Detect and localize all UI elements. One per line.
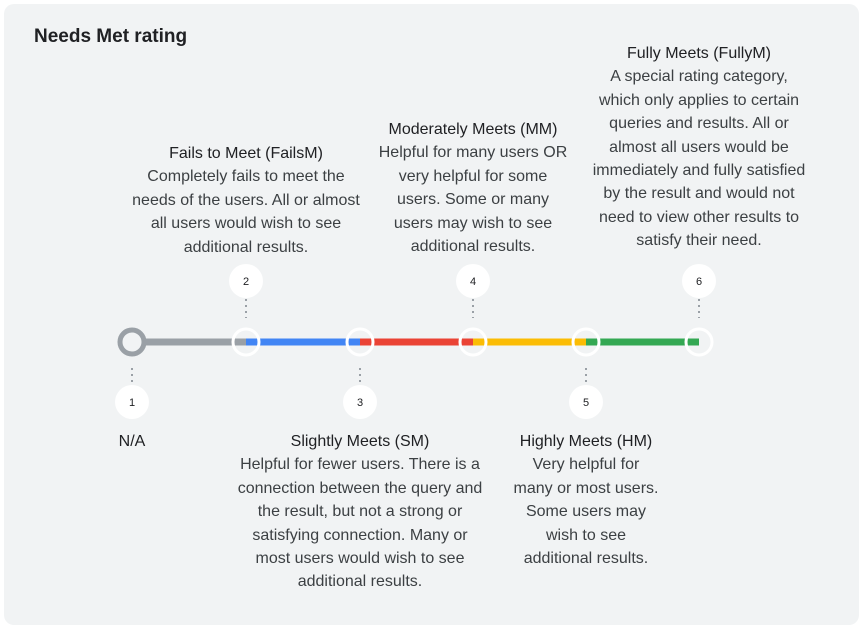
scale-node-3 bbox=[345, 327, 375, 357]
rating-3-block: Slightly Meets (SM) Helpful for fewer us… bbox=[237, 430, 483, 594]
transition-cap bbox=[588, 338, 598, 346]
number-label: 3 bbox=[357, 397, 363, 409]
rating-5-description: Very helpful for many or most users. Som… bbox=[513, 456, 659, 568]
number-label: 2 bbox=[243, 276, 249, 288]
rating-6-name: Fully Meets (FullyM) bbox=[626, 45, 771, 62]
number-badge-1: 1 bbox=[115, 385, 149, 419]
number-badge-4: 4 bbox=[456, 264, 490, 298]
scale-node-5 bbox=[571, 327, 601, 357]
number-label: 1 bbox=[129, 397, 135, 409]
scale-start-node bbox=[117, 327, 147, 357]
transition-cap bbox=[234, 338, 244, 346]
rating-5-block: Highly Meets (HM) Very helpful for many … bbox=[511, 430, 661, 570]
scale-node-6 bbox=[684, 327, 714, 357]
transition-cap bbox=[574, 338, 584, 346]
rating-3-name: Slightly Meets (SM) bbox=[290, 433, 430, 450]
rating-2-name: Fails to Meet (FailsM) bbox=[169, 145, 323, 162]
rating-2-description: Completely fails to meet the needs of th… bbox=[132, 168, 360, 256]
transition-cap bbox=[475, 338, 485, 346]
number-badge-3: 3 bbox=[343, 385, 377, 419]
transition-cap bbox=[248, 338, 258, 346]
rating-3-description: Helpful for fewer users. There is a conn… bbox=[237, 456, 483, 591]
number-badge-2: 2 bbox=[229, 264, 263, 298]
scale-node-4 bbox=[458, 327, 488, 357]
rating-4-description: Helpful for many users OR very helpful f… bbox=[378, 144, 568, 256]
transition-cap bbox=[461, 338, 471, 346]
number-label: 5 bbox=[583, 397, 589, 409]
transition-cap bbox=[362, 338, 372, 346]
rating-2-block: Fails to Meet (FailsM) Completely fails … bbox=[131, 142, 361, 259]
needs-met-card bbox=[4, 4, 859, 625]
rating-4-block: Moderately Meets (MM) Helpful for many u… bbox=[377, 118, 569, 258]
diagram-title: Needs Met rating bbox=[34, 26, 188, 47]
rating-6-block: Fully Meets (FullyM) A special rating ca… bbox=[588, 42, 810, 253]
scale-node-2 bbox=[231, 327, 261, 357]
rating-5-name: Highly Meets (HM) bbox=[519, 433, 653, 450]
rating-1-block: N/A bbox=[102, 430, 162, 453]
transition-cap bbox=[687, 338, 697, 346]
number-label: 4 bbox=[470, 276, 476, 288]
number-badge-6: 6 bbox=[682, 264, 716, 298]
transition-cap bbox=[348, 338, 358, 346]
rating-6-description: A special rating category, which only ap… bbox=[592, 68, 806, 250]
number-badge-5: 5 bbox=[569, 385, 603, 419]
rating-1-name: N/A bbox=[118, 433, 146, 450]
rating-4-name: Moderately Meets (MM) bbox=[388, 121, 558, 138]
number-label: 6 bbox=[696, 276, 702, 288]
